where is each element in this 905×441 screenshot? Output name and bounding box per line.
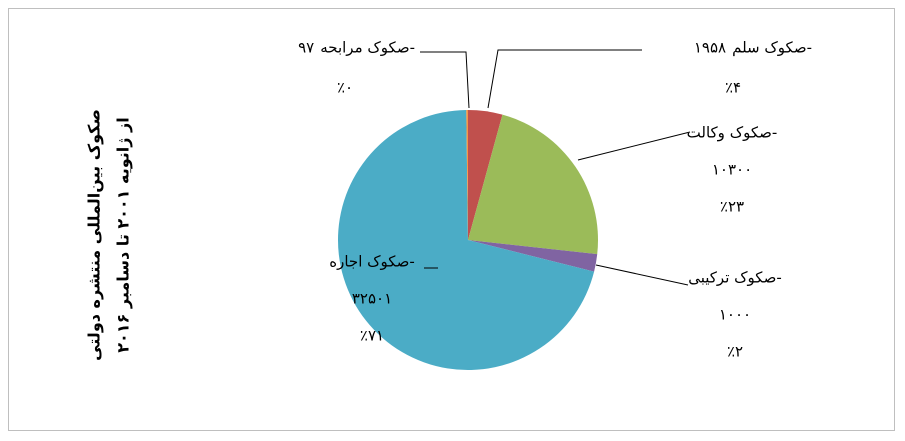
slice-name: صکوک سلم- (732, 39, 812, 57)
value-label: ۱۰۰۰ (719, 306, 751, 324)
leader-line (487, 49, 642, 109)
chart-frame (8, 8, 895, 431)
value-label: ۹۷ (298, 39, 314, 57)
leader-line (577, 131, 691, 161)
value-label: ۱۹۵۸ (694, 39, 726, 57)
pie-slice (468, 240, 598, 272)
percent-label: ٪۲۳ (720, 198, 744, 216)
percent-label: ٪۲ (727, 343, 743, 361)
percent-label: ٪۰ (337, 79, 353, 97)
chart-subtitle: از ژانویه ۲۰۰۱ تا دسامبر ۲۰۱۶ (114, 117, 133, 352)
leader-line (595, 264, 689, 286)
pie-slice (466, 110, 468, 240)
slice-name: صکوک وکالت- (687, 124, 778, 142)
value-label: ۱۰۳۰۰ (712, 161, 752, 179)
percent-label: ٪۴ (725, 79, 741, 97)
value-label: ۳۲۵۰۱ (352, 290, 392, 308)
percent-label: ٪۷۱ (360, 327, 384, 345)
slice-name: صکوک اجاره- (329, 253, 415, 271)
leader-line (420, 51, 470, 109)
slice-name: صکوک ترکیبی- (688, 269, 782, 287)
pie-slice (337, 110, 595, 370)
chart-title: صکوک بین‌المللی منتشره دولتی (85, 109, 104, 361)
pie (337, 110, 598, 370)
pie-slice (468, 114, 598, 255)
pie-slice (468, 110, 503, 240)
slice-name: صکوک مرابحه- (320, 39, 415, 57)
